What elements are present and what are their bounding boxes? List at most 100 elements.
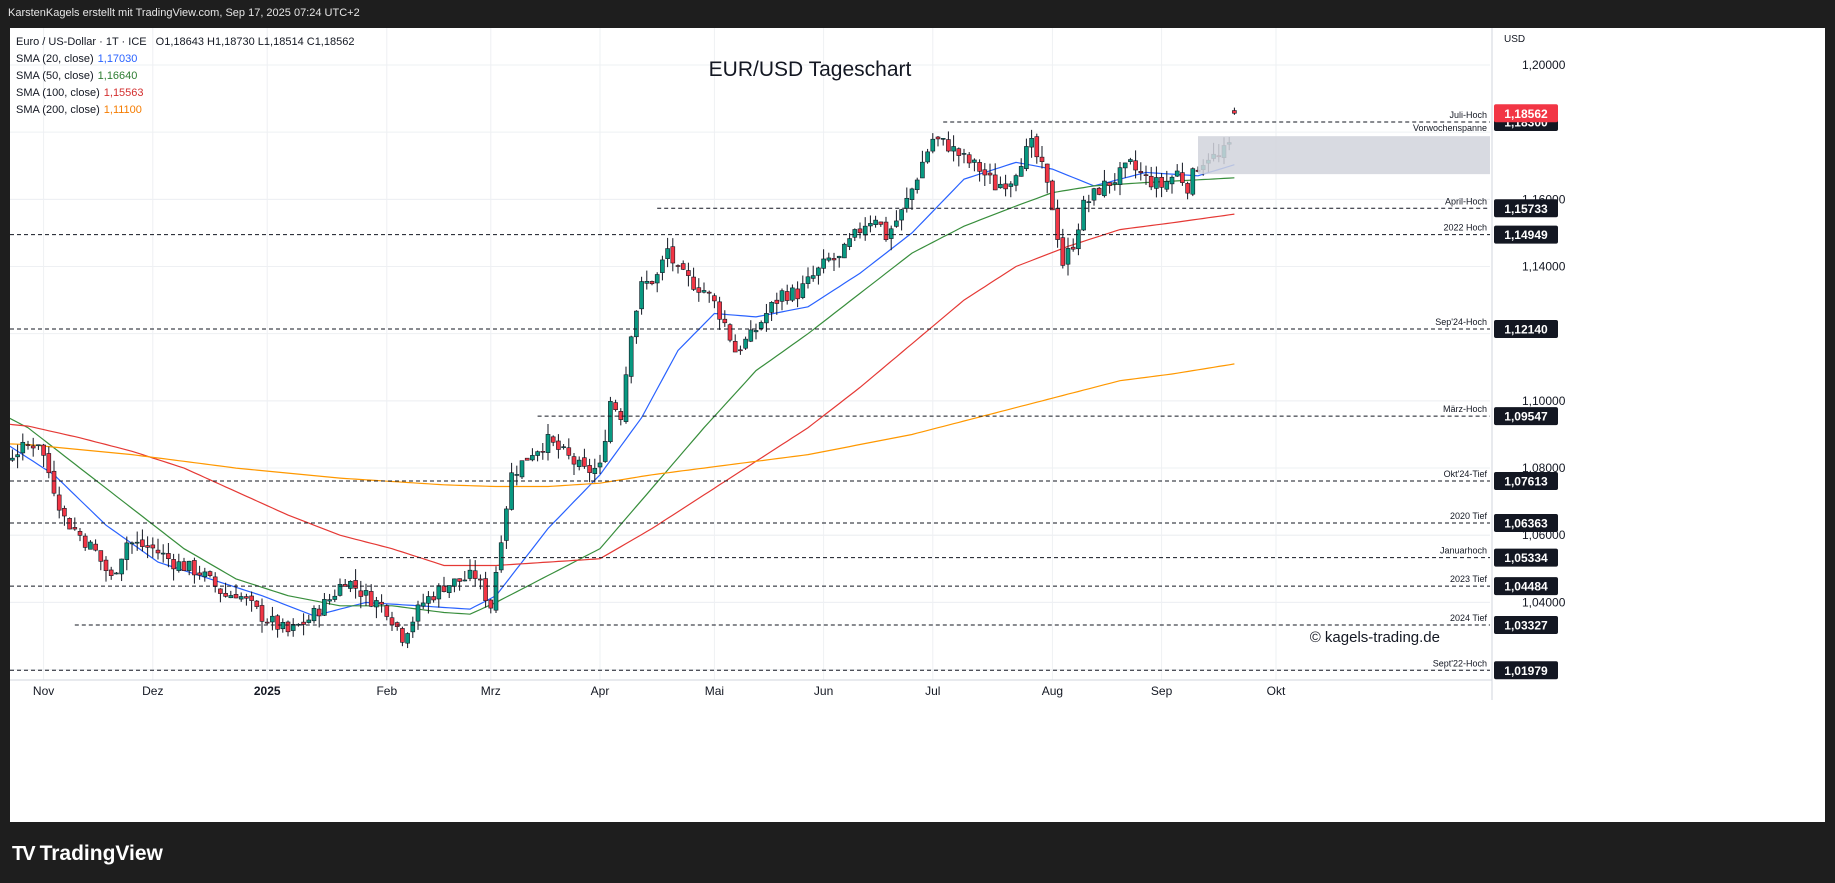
- level-price-text: 1,05334: [1504, 551, 1548, 565]
- candle-body-up: [743, 338, 748, 349]
- candle-body-up: [493, 572, 499, 611]
- candle-body-up: [114, 572, 119, 575]
- candle-body-down: [696, 287, 702, 293]
- y-tick-label: 1,20000: [1522, 58, 1566, 72]
- candle-body-up: [348, 580, 353, 589]
- candle-body-up: [920, 161, 925, 179]
- candle-body-up: [758, 322, 764, 329]
- x-tick-label: Nov: [33, 684, 54, 698]
- candle-body-down: [727, 324, 733, 341]
- level-label: 2023 Tief: [1450, 574, 1488, 584]
- candle-body-down: [956, 148, 962, 156]
- price-chart[interactable]: Juli-Hoch April-Hoch 2022 Hoch Sep'24-Hoch M…: [10, 28, 1825, 822]
- x-tick-label: Aug: [1042, 684, 1063, 698]
- candle-body-up: [909, 188, 915, 200]
- candle-body-down: [1133, 160, 1138, 171]
- candle-body-up: [405, 633, 410, 644]
- y-tick-label: 1,08000: [1522, 461, 1566, 475]
- x-tick-label: Mrz: [481, 684, 501, 698]
- level-label: Januarhoch: [1440, 546, 1487, 556]
- candle-body-down: [171, 559, 176, 570]
- level-price-box: [1494, 548, 1558, 567]
- candle-body-up: [660, 259, 665, 273]
- level-layer: Juli-Hoch April-Hoch 2022 Hoch Sep'24-Hoch M…: [10, 110, 1490, 671]
- candle-body-up: [1102, 180, 1107, 197]
- watermark: © kagels-trading.de: [1310, 629, 1440, 646]
- indicator-value: 1,11100: [103, 104, 142, 116]
- candle-body-down: [244, 596, 249, 599]
- candle-body-up: [816, 267, 821, 276]
- candle-body-down: [1148, 175, 1154, 188]
- symbol-info: Euro / US-Dollar · 1T · ICE: [16, 36, 147, 48]
- candle-body-down: [197, 572, 202, 576]
- candle-body-down: [1185, 183, 1190, 194]
- x-tick-label: Jul: [925, 684, 940, 698]
- candle-body-up: [504, 508, 509, 541]
- candle-body-up: [914, 179, 920, 190]
- candle-body-up: [88, 541, 93, 550]
- candle-body-down: [389, 617, 395, 626]
- candle-body-down: [25, 444, 31, 446]
- currency-label: USD: [1504, 34, 1525, 45]
- sma100-line: [10, 213, 1235, 567]
- candle-body-down: [582, 457, 587, 467]
- level-label: 2024 Tief: [1450, 613, 1488, 623]
- candle-body-down: [384, 605, 390, 617]
- candle-body-up: [1174, 170, 1180, 177]
- candle-body-down: [82, 535, 88, 548]
- candle-body-up: [1018, 166, 1024, 177]
- level-price-text: 1,04484: [1504, 580, 1548, 594]
- candle-body-down: [795, 288, 800, 300]
- candle-body-up: [129, 542, 135, 545]
- candle-body-up: [972, 159, 977, 163]
- top-attribution-bar: KarstenKagels erstellt mit TradingView.c…: [0, 0, 1835, 28]
- level-price-text: 1,12140: [1504, 322, 1548, 336]
- candle-body-up: [654, 274, 660, 284]
- candle-body-up: [467, 569, 473, 579]
- candle-body-up: [634, 310, 639, 338]
- tradingview-logo-icon: TV: [12, 842, 36, 865]
- candle-body-up: [290, 624, 296, 631]
- level-price-box: [1494, 616, 1558, 635]
- candle-body-down: [72, 527, 78, 530]
- candle-body-up: [779, 290, 785, 302]
- x-tick-label: Okt: [1267, 684, 1286, 698]
- candle-body-down: [966, 154, 972, 164]
- y-tick-label: 1,10000: [1522, 394, 1566, 408]
- tradingview-logo[interactable]: TV TradingView: [12, 842, 163, 866]
- candle-body-up: [545, 434, 551, 453]
- candle-body-up: [124, 542, 130, 560]
- candle-body-up: [311, 608, 317, 622]
- chart-title: EUR/USD Tageschart: [709, 58, 912, 81]
- candle-body-down: [738, 349, 743, 352]
- candle-body-down: [46, 453, 52, 474]
- level-price-text: 1,07613: [1504, 475, 1548, 489]
- chart-area[interactable]: Juli-Hoch April-Hoch 2022 Hoch Sep'24-Hoch M…: [10, 28, 1825, 822]
- candle-body-down: [1159, 176, 1164, 188]
- candle-body-up: [852, 229, 858, 238]
- candle-body-up: [873, 219, 878, 225]
- candle-body-down: [181, 561, 187, 571]
- candle-body-down: [223, 592, 228, 597]
- candle-body-up: [1024, 146, 1029, 169]
- candle-body-up: [270, 615, 275, 623]
- level-label: 2020 Tief: [1450, 511, 1488, 521]
- candle-body-up: [1128, 159, 1133, 162]
- indicator-value: 1,15563: [103, 87, 144, 99]
- candle-body-up: [753, 330, 759, 333]
- candle-body-down: [56, 494, 62, 511]
- candle-body-up: [10, 457, 15, 461]
- candle-body-up: [20, 441, 26, 454]
- level-label: Sep'24-Hoch: [1435, 317, 1487, 327]
- candle-body-up: [561, 446, 566, 448]
- sma20-line: [10, 161, 1235, 617]
- candle-body-up: [420, 602, 426, 607]
- candle-body-up: [836, 255, 842, 259]
- candle-body-up: [628, 336, 634, 377]
- indicator-label: SMA (20, close): [16, 53, 94, 65]
- candle-body-up: [1076, 229, 1081, 250]
- candle-body-down: [992, 174, 998, 191]
- candle-body-down: [1050, 180, 1055, 211]
- axis-layer: USD1,200001,160001,140001,100001,080001,…: [10, 28, 1566, 700]
- candle-body-down: [878, 221, 884, 225]
